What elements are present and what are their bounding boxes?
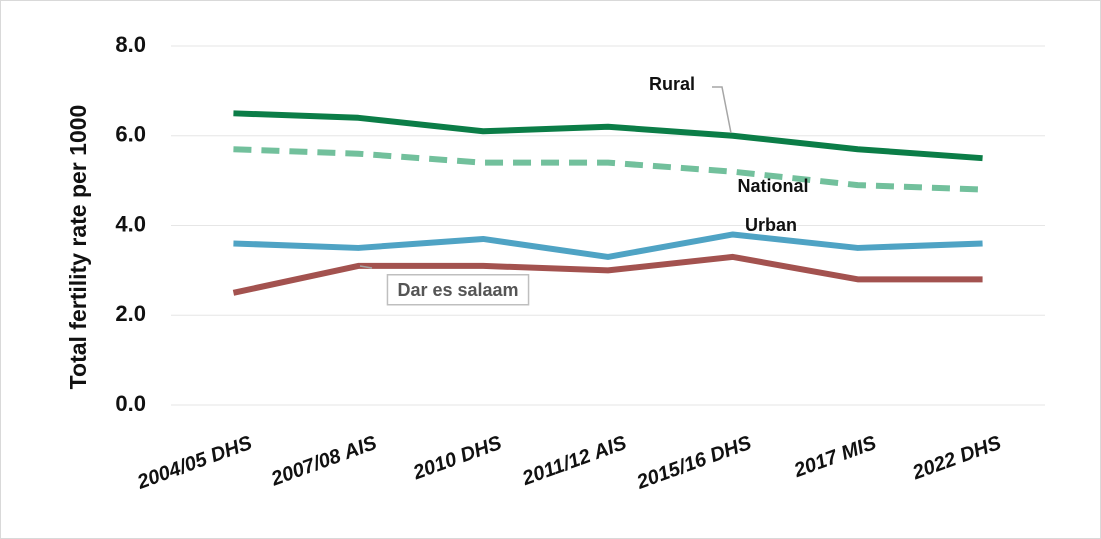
y-tick-label: 0.0	[115, 391, 146, 416]
label-leader	[712, 86, 732, 134]
y-tick-label: 2.0	[115, 301, 146, 326]
y-axis-title: Total fertility rate per 1000	[65, 105, 91, 390]
series-line	[233, 110, 983, 162]
y-tick-label: 6.0	[115, 122, 146, 147]
series-line	[233, 146, 983, 193]
label-leader	[359, 265, 373, 269]
series-label: National	[737, 176, 808, 196]
y-tick-label: 8.0	[115, 32, 146, 57]
series-label: Rural	[649, 74, 695, 94]
label-box	[386, 274, 530, 306]
series-label: Urban	[745, 215, 797, 235]
series-label: Dar es salaam	[397, 280, 518, 300]
series-line	[233, 231, 983, 260]
series-line	[232, 253, 983, 296]
y-tick-label: 4.0	[115, 211, 146, 236]
